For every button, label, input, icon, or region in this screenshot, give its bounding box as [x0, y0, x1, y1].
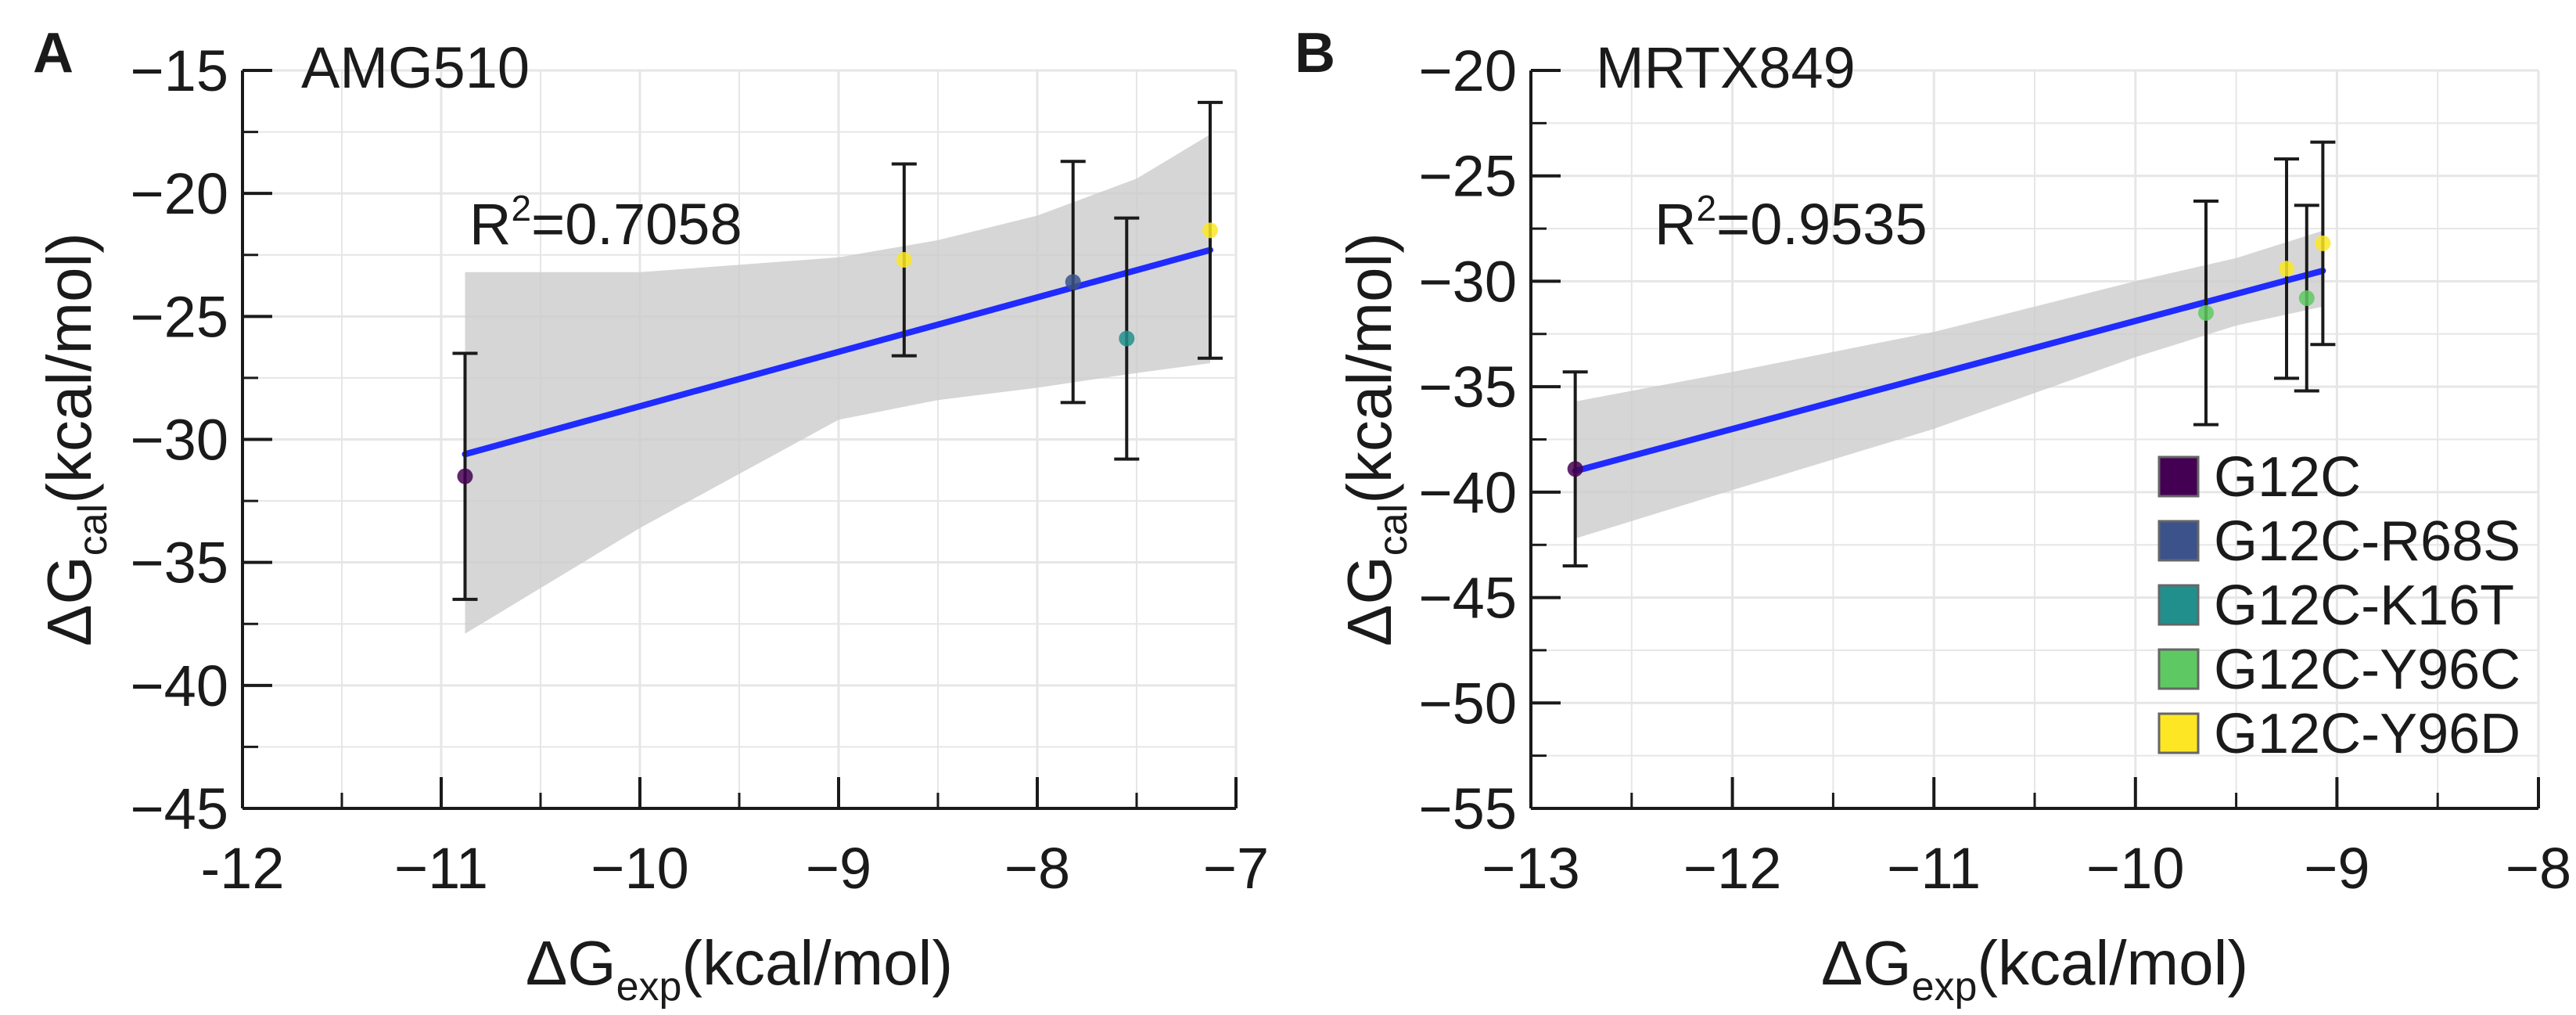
regression-line: [1572, 267, 2326, 474]
y-tick-label: −20: [1418, 38, 1517, 103]
x-axis-title: ΔGexp(kcal/mol): [526, 928, 953, 1010]
legend-item: G12C: [2157, 446, 2361, 509]
marker-g12c-y96c: [2298, 290, 2315, 306]
y-tick-label: −35: [130, 531, 228, 596]
y-axis-title-subscript: cal: [1371, 504, 1416, 556]
y-tick-label: −15: [130, 38, 228, 103]
y-axis-title-prefix: ΔG: [1335, 556, 1404, 646]
x-axis-title: ΔGexp(kcal/mol): [1821, 928, 2248, 1010]
data-point-0: [452, 351, 478, 601]
x-axis-title-suffix: (kcal/mol): [681, 928, 953, 998]
panel-title: MRTX849: [1596, 35, 1856, 100]
panel-letter: A: [33, 22, 74, 85]
legend-item: G12C-K16T: [2157, 574, 2514, 637]
x-axis-title-prefix: ΔG: [526, 928, 616, 998]
x-tick-label: −13: [1482, 836, 1580, 901]
confidence-band: [465, 134, 1210, 634]
legend-swatch: [2157, 648, 2200, 690]
y-tick-label: −40: [130, 653, 228, 718]
marker-g12c-y96d: [896, 252, 912, 268]
y-axis-title-suffix: (kcal/mol): [1335, 232, 1404, 504]
x-tick-label: −10: [591, 836, 689, 901]
data-point-1: [891, 162, 917, 358]
regression-line: [462, 247, 1213, 458]
legend-label: G12C-Y96C: [2214, 639, 2520, 701]
r-squared-value: =0.9535: [1716, 192, 1928, 257]
legend-swatch: [2157, 455, 2200, 498]
y-axis-title: ΔGcal(kcal/mol): [1335, 232, 1416, 646]
marker-g12c-y96d: [2315, 235, 2331, 251]
x-axis-title-suffix: (kcal/mol): [1977, 928, 2248, 998]
y-tick-label: −40: [1418, 460, 1517, 525]
y-tick-label: −50: [1418, 671, 1517, 736]
data-point-3: [2294, 203, 2319, 393]
y-tick-label: −45: [1418, 566, 1517, 631]
r-squared-superscript: 2: [511, 188, 531, 229]
y-tick-label: −30: [1418, 249, 1517, 314]
marker-g12c-r68s: [1065, 274, 1081, 290]
marker-g12c-y96c: [2197, 304, 2214, 321]
legend-label: G12C: [2214, 446, 2361, 509]
x-axis-title-subscript: exp: [1912, 964, 1978, 1010]
y-tick-label: −35: [1418, 355, 1517, 419]
data-point-2: [1060, 160, 1086, 405]
confidence-band: [1575, 230, 2323, 539]
y-axis-title-prefix: ΔG: [34, 556, 104, 646]
y-tick-label: −20: [130, 161, 228, 226]
y-tick-label: −25: [130, 284, 228, 349]
r-squared-label: R2=0.9535: [1654, 188, 1928, 257]
x-tick-label: −9: [2304, 836, 2369, 901]
legend-label: G12C-Y96D: [2214, 703, 2520, 765]
r-squared-label: R2=0.7058: [469, 188, 742, 257]
y-axis-title: ΔGcal(kcal/mol): [34, 232, 116, 646]
x-tick-label: −8: [2506, 836, 2571, 901]
data-point-3: [1114, 216, 1140, 461]
y-axis-title-subscript: cal: [70, 504, 116, 556]
y-tick-label: −55: [1418, 776, 1517, 841]
r-squared-value: =0.7058: [531, 192, 742, 257]
y-tick-label: −45: [130, 776, 228, 841]
legend-swatch: [2157, 584, 2200, 626]
panel-title: AMG510: [301, 35, 530, 100]
x-tick-label: −11: [394, 836, 488, 901]
x-tick-label: −12: [1683, 836, 1782, 901]
x-tick-label: −10: [2086, 836, 2185, 901]
legend-item: G12C-Y96D: [2157, 703, 2520, 765]
marker-g12c-k16t: [1119, 330, 1135, 347]
x-tick-label: −8: [1004, 836, 1070, 901]
x-tick-label: −9: [806, 836, 871, 901]
x-tick-label: −7: [1203, 836, 1269, 901]
y-tick-label: −25: [1418, 144, 1517, 209]
x-axis-title-subscript: exp: [616, 964, 682, 1010]
y-tick-label: −30: [130, 408, 228, 473]
x-tick-label: −11: [1887, 836, 1981, 901]
legend-item: G12C-R68S: [2157, 510, 2520, 573]
data-point-2: [2274, 157, 2299, 380]
data-point-4: [2310, 140, 2336, 347]
r-squared-base: R: [469, 192, 511, 257]
legend-item: G12C-Y96C: [2157, 639, 2520, 701]
legend-swatch: [2157, 520, 2200, 562]
x-tick-label: -12: [201, 836, 285, 901]
legend-swatch: [2157, 712, 2200, 754]
panel-letter: B: [1295, 22, 1335, 85]
data-point-0: [1562, 370, 1588, 568]
data-point-1: [2193, 200, 2219, 427]
panel-a: -12 −11 −10 −9 −8 −7−45−40−35−30−25−20−15ΔGex…: [33, 22, 1269, 1010]
legend-label: G12C-K16T: [2214, 574, 2514, 637]
r-squared-base: R: [1654, 192, 1696, 257]
data-point-4: [1197, 100, 1223, 360]
marker-g12c-y96d: [2279, 261, 2294, 277]
r-squared-superscript: 2: [1696, 188, 1716, 229]
marker-g12c: [1567, 461, 1583, 477]
x-axis-title-prefix: ΔG: [1821, 928, 1912, 998]
panel-b: −13 −12 −11 −10 −9 −8 −55 −50 −45 −40 −35 −30 −25 −20…: [1295, 22, 2571, 1010]
marker-g12c-y96d: [1202, 222, 1218, 239]
y-axis-title-suffix: (kcal/mol): [34, 232, 104, 504]
legend-label: G12C-R68S: [2214, 510, 2520, 573]
marker-g12c: [457, 468, 473, 484]
